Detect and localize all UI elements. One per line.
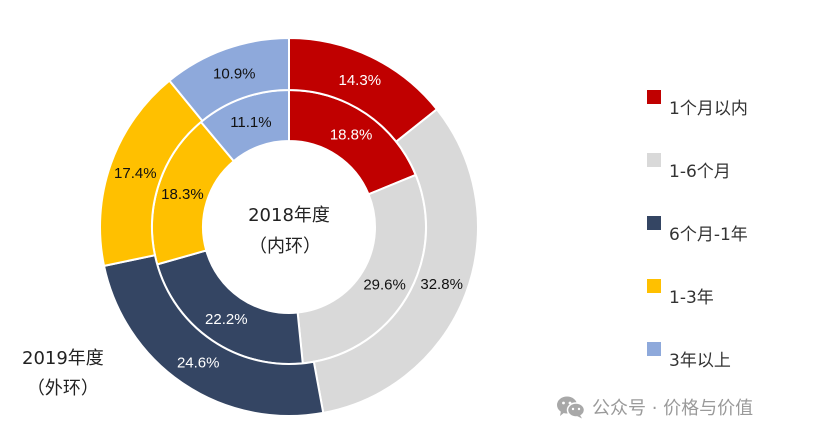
- legend-swatch: [647, 153, 661, 167]
- watermark-text: 公众号 · 价格与价值: [592, 398, 754, 419]
- legend-label: 1-6个月: [669, 162, 731, 182]
- legend-item-6-months-1-year: 6个月-1年: [647, 214, 748, 277]
- outer-caption-ring: （外环）: [26, 378, 99, 399]
- legend-swatch: [647, 216, 661, 230]
- outer-caption-year: 2019年度: [22, 348, 104, 369]
- watermark: 公众号 · 价格与价值: [556, 394, 753, 420]
- legend-item-1-6-months: 1-6个月: [647, 151, 748, 214]
- inner-ring-label-1: 29.6%: [363, 276, 406, 293]
- legend-label: 1个月以内: [669, 99, 748, 119]
- donut-rings: [99, 36, 479, 417]
- inner-ring-label-2: 22.2%: [205, 311, 248, 328]
- wechat-icon: [557, 396, 586, 419]
- chart-legend: 1个月以内 1-6个月 6个月-1年 1-3年 3年以上: [647, 88, 748, 403]
- center-label-ring: （内环）: [249, 236, 321, 257]
- center-label-year: 2018年度: [248, 205, 330, 226]
- outer-ring-label-3: 17.4%: [114, 165, 157, 182]
- outer-ring-caption: 2019年度 （外环）: [22, 344, 104, 404]
- legend-swatch: [647, 90, 661, 104]
- legend-label: 3年以上: [669, 351, 731, 371]
- outer-ring-label-0: 14.3%: [339, 72, 382, 89]
- legend-item-within-1-month: 1个月以内: [647, 88, 748, 151]
- legend-label: 6个月-1年: [669, 225, 748, 245]
- outer-ring-label-2: 24.6%: [177, 354, 220, 371]
- outer-ring-label-4: 10.9%: [213, 65, 256, 82]
- outer-ring-segment-1: [312, 107, 479, 415]
- legend-item-over-3-years: 3年以上: [647, 340, 748, 403]
- inner-ring-label-4: 11.1%: [230, 114, 271, 131]
- segment-labels: 18.8% 29.6% 22.2% 18.3% 11.1% 14.3% 32.8% 24.6%…: [114, 65, 463, 371]
- legend-swatch: [647, 342, 661, 356]
- legend-swatch: [647, 279, 661, 293]
- inner-ring-label-3: 18.3%: [161, 186, 204, 203]
- legend-label: 1-3年: [669, 288, 714, 308]
- legend-item-1-3-years: 1-3年: [647, 277, 748, 340]
- inner-ring-label-0: 18.8%: [330, 126, 373, 143]
- outer-ring-label-1: 32.8%: [420, 276, 463, 293]
- outer-ring-segment-4: [168, 36, 290, 123]
